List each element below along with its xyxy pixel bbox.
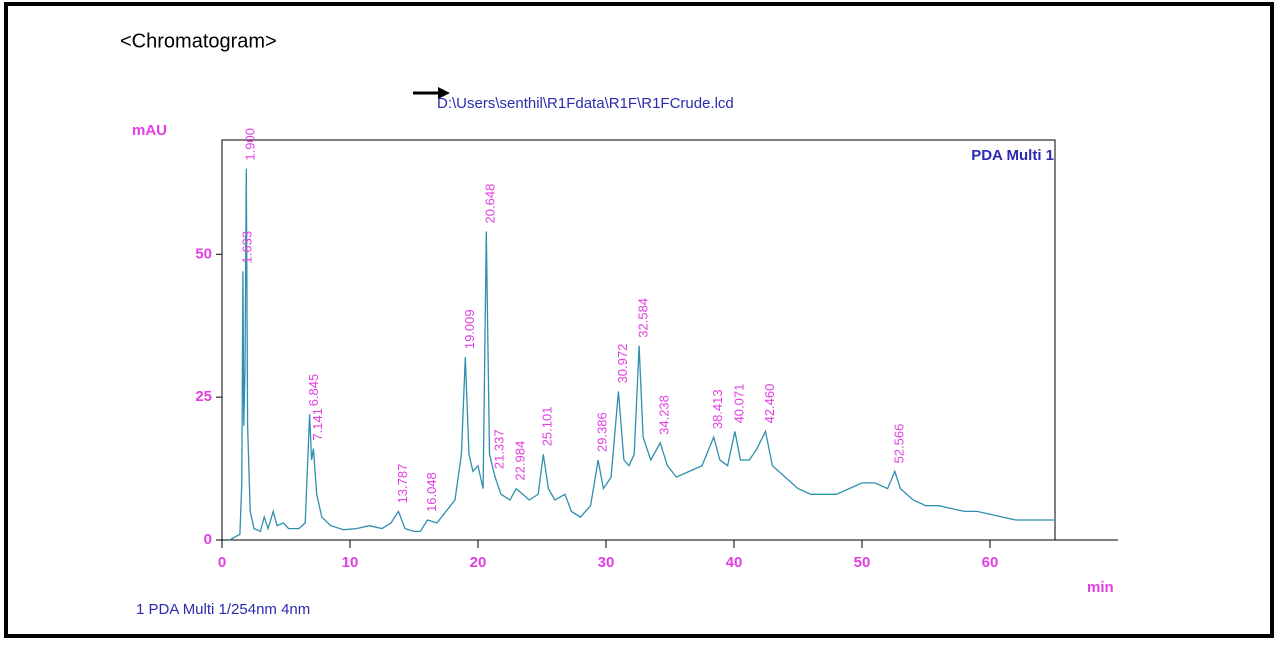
peak-label: 40.071: [731, 384, 746, 424]
peak-label: 6.845: [306, 374, 321, 407]
peak-label: 19.009: [462, 309, 477, 349]
peak-label: 16.048: [424, 472, 439, 512]
peak-label: 29.386: [595, 412, 610, 452]
peak-label: 30.972: [615, 344, 630, 384]
file-path: D:\Users\senthil\R1Fdata\R1F\R1FCrude.lc…: [437, 95, 734, 112]
x-tick-label: 20: [470, 554, 487, 571]
peak-label: 1.900: [243, 128, 258, 161]
y-tick-label: 25: [195, 388, 212, 405]
peak-label: 20.648: [483, 184, 498, 224]
x-tick-label: 0: [218, 554, 226, 571]
arrow-head: [438, 87, 450, 99]
chromatogram-trace: [229, 168, 1054, 541]
chart-title: <Chromatogram>: [120, 30, 277, 52]
peak-label: 32.584: [636, 298, 651, 338]
x-tick-label: 60: [982, 554, 999, 571]
x-tick-label: 30: [598, 554, 615, 571]
peak-label: 7.141: [310, 408, 325, 441]
channel-label: PDA Multi 1: [971, 147, 1054, 164]
peak-label: 38.413: [710, 389, 725, 429]
peak-label: 34.238: [657, 395, 672, 435]
peak-label: 52.566: [891, 424, 906, 464]
x-tick-label: 40: [726, 554, 743, 571]
plot-frame: [221, 139, 1056, 541]
legend: 1 PDA Multi 1/254nm 4nm: [136, 601, 310, 618]
x-tick-label: 10: [342, 554, 359, 571]
x-tick-label: 50: [854, 554, 871, 571]
peak-label: 22.984: [513, 441, 528, 481]
peak-label: 42.460: [762, 384, 777, 424]
x-axis-label: min: [1087, 579, 1114, 596]
peak-label: 25.101: [540, 407, 555, 447]
y-axis-label: mAU: [132, 122, 167, 139]
peak-label: 21.337: [492, 429, 507, 469]
peak-label: 1.633: [239, 231, 254, 264]
frame: [4, 2, 1274, 638]
y-tick-label: 0: [204, 531, 212, 548]
peak-label: 13.787: [395, 464, 410, 504]
y-tick-label: 50: [195, 245, 212, 262]
